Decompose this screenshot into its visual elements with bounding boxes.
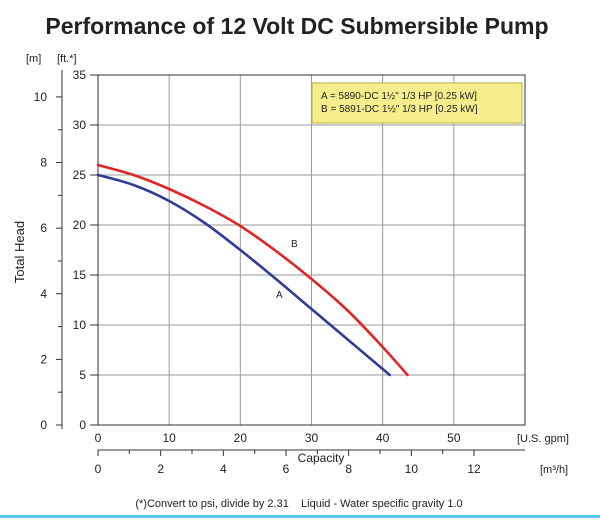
- chart-title: Performance of 12 Volt DC Submersible Pu…: [45, 13, 548, 39]
- y-ft-tick-label: 10: [73, 318, 87, 332]
- y-ft-tick-label: 0: [79, 418, 86, 432]
- x-m3h-tick-label: 8: [345, 462, 352, 476]
- y-ft-tick-label: 20: [73, 218, 87, 232]
- y-ft-tick-label: 25: [73, 168, 87, 182]
- y-m-tick-label: 8: [40, 156, 47, 170]
- y-ft-tick-label: 5: [79, 368, 86, 382]
- y-m-tick-label: 0: [40, 418, 47, 432]
- legend: A = 5890-DC 1½" 1/3 HP [0.25 kW] B = 589…: [311, 82, 523, 124]
- y-m-tick-label: 4: [40, 287, 47, 301]
- y-ft-axis: 0 5 10 15 20 25 30 35: [73, 68, 98, 432]
- footnote: (*)Convert to psi, divide by 2.31 Liquid…: [135, 498, 462, 510]
- y-ft-unit-label: [ft.*]: [57, 53, 77, 65]
- series-label-a: A: [276, 290, 283, 301]
- series: [96, 163, 409, 377]
- plot-frame: [97, 74, 526, 426]
- y-ft-tick-label: 30: [73, 118, 87, 132]
- x-m3h-tick-label: 0: [95, 462, 102, 476]
- x-m3h-axis: 0 2 4 6 8 10 12: [95, 450, 481, 476]
- series-line-a: [96, 173, 392, 377]
- series-line-b: [96, 163, 409, 377]
- x-m3h-tick-label: 10: [405, 462, 419, 476]
- y-ft-tick-label: 15: [73, 268, 87, 282]
- x-gpm-tick-label: 10: [162, 431, 176, 445]
- legend-entry-b: B = 5891-DC 1½" 1/3 HP [0.25 kW]: [321, 104, 478, 115]
- x-gpm-axis: 0 10 20 30 40 50: [95, 431, 461, 445]
- y-m-tick-label: 2: [40, 352, 47, 366]
- x-gpm-tick-label: 40: [376, 431, 390, 445]
- x-m3h-tick-label: 6: [283, 462, 290, 476]
- y-axis-title: Total Head: [12, 221, 27, 283]
- y-m-axis: 0 2 4 6 8 10: [34, 70, 63, 432]
- y-m-tick-label: 6: [40, 221, 47, 235]
- x-gpm-unit-label: [U.S. gpm]: [517, 433, 569, 445]
- legend-box: [311, 82, 523, 124]
- series-label-b: B: [291, 239, 298, 250]
- x-gpm-tick-label: 0: [95, 431, 102, 445]
- x-m3h-unit-label: [m³/h]: [540, 464, 568, 476]
- x-gpm-tick-label: 30: [305, 431, 319, 445]
- x-axis-title: Capacity: [298, 451, 345, 465]
- y-m-tick-label: 10: [34, 90, 48, 104]
- y-m-unit-label: [m]: [26, 53, 41, 65]
- legend-entry-a: A = 5890-DC 1½" 1/3 HP [0.25 kW]: [321, 91, 477, 102]
- grid: [97, 74, 526, 426]
- x-gpm-tick-label: 50: [447, 431, 461, 445]
- x-gpm-tick-label: 20: [234, 431, 248, 445]
- x-m3h-tick-label: 2: [157, 462, 164, 476]
- x-m3h-tick-label: 12: [467, 462, 481, 476]
- x-m3h-tick-label: 4: [220, 462, 227, 476]
- y-ft-tick-label: 35: [73, 68, 87, 82]
- bottom-accent-line: [0, 515, 600, 518]
